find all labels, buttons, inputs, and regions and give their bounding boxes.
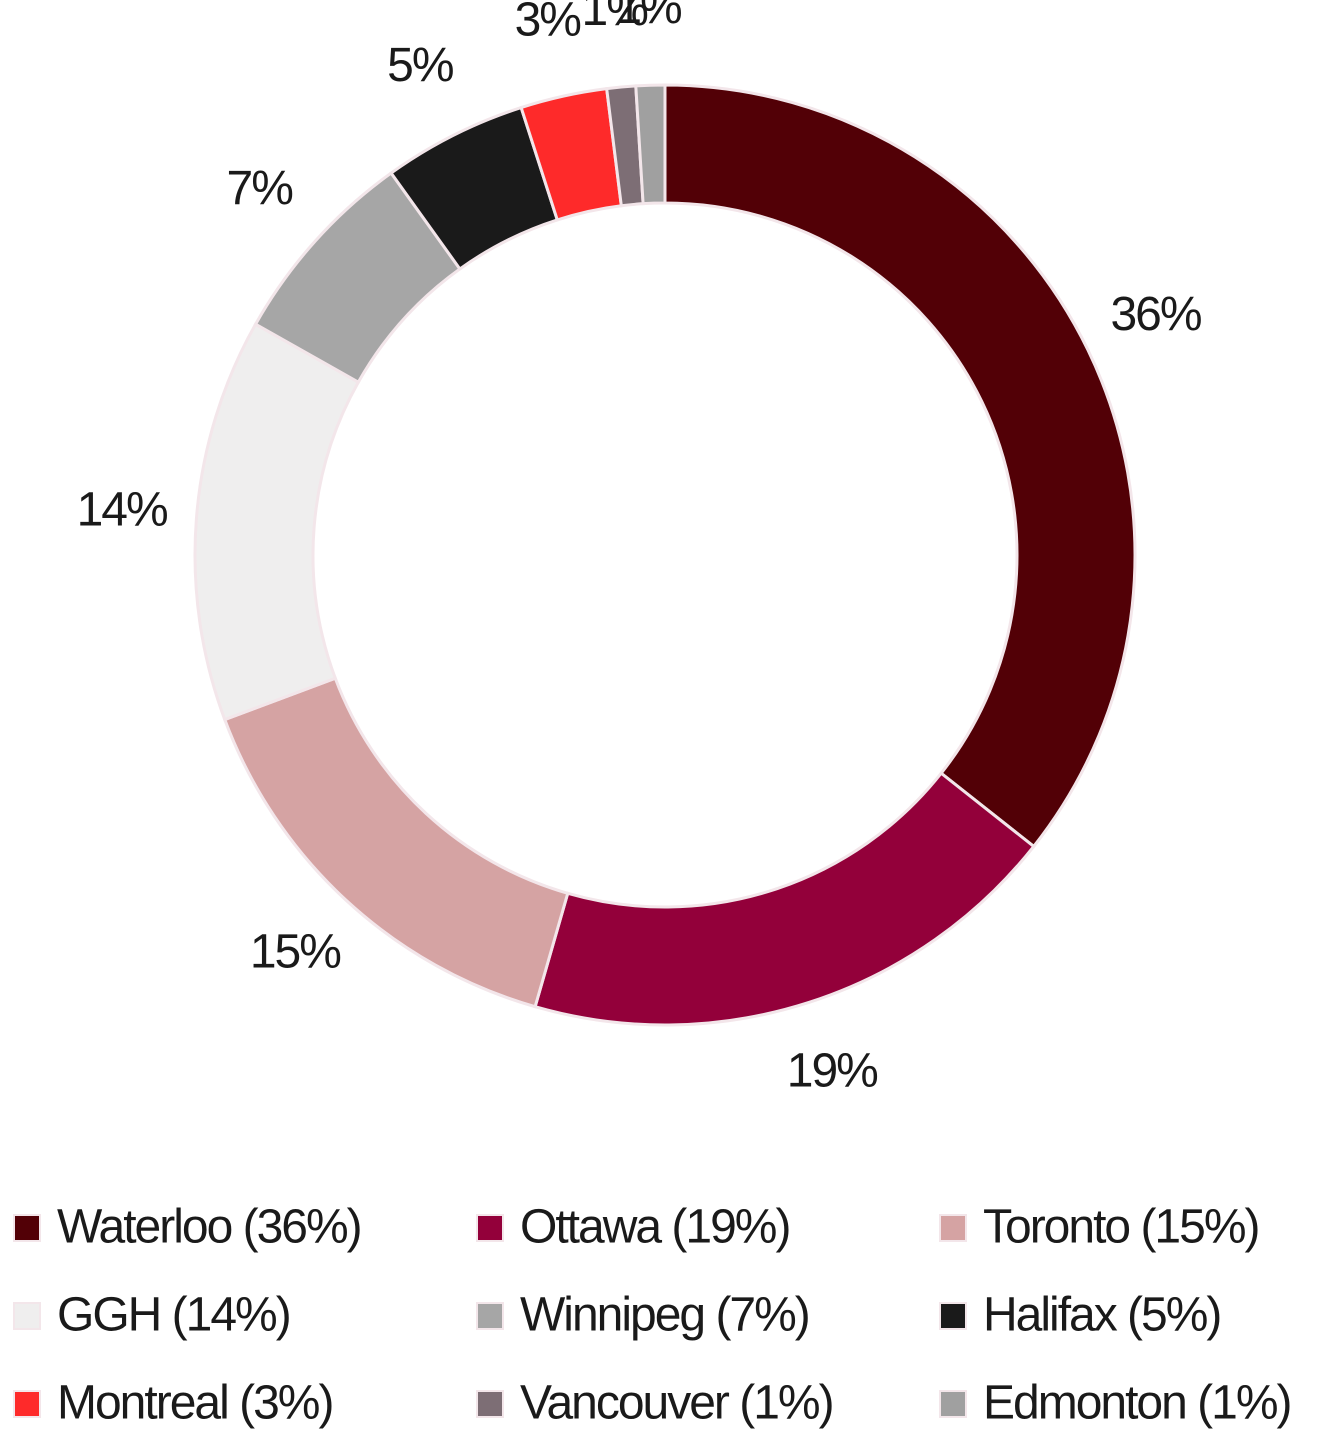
data-label: 3% xyxy=(515,0,581,47)
data-label: 15% xyxy=(250,926,340,979)
legend-label: Ottawa (19%) xyxy=(520,1201,789,1254)
data-label: 36% xyxy=(1110,288,1200,341)
legend-label: Montreal (3%) xyxy=(57,1377,332,1430)
donut-segment xyxy=(634,83,667,206)
data-label: 14% xyxy=(77,483,167,536)
data-label: 1% xyxy=(582,0,648,36)
donut-segment xyxy=(193,322,361,722)
donut-segment xyxy=(533,771,1036,1027)
legend-swatch xyxy=(13,1302,41,1330)
legend-swatch xyxy=(939,1302,967,1330)
legend-label: Halifax (5%) xyxy=(983,1289,1220,1342)
legend-label: GGH (14%) xyxy=(57,1289,290,1342)
legend-swatch xyxy=(939,1390,967,1418)
data-label: 19% xyxy=(787,1045,877,1098)
legend-label: Edmonton (1%) xyxy=(983,1377,1291,1430)
legend-swatch xyxy=(939,1214,967,1242)
legend-label: Toronto (15%) xyxy=(983,1201,1258,1254)
data-label: 1% xyxy=(615,0,681,34)
legend-label: Waterloo (36%) xyxy=(57,1201,361,1254)
legend-label: Vancouver (1%) xyxy=(520,1377,833,1430)
legend-swatch xyxy=(476,1302,504,1330)
legend-swatch xyxy=(476,1214,504,1242)
data-label: 5% xyxy=(387,39,453,92)
legend-swatch xyxy=(476,1390,504,1418)
data-label: 7% xyxy=(227,162,293,215)
legend-swatch xyxy=(13,1214,41,1242)
legend-label: Winnipeg (7%) xyxy=(520,1289,809,1342)
donut-segment xyxy=(663,83,1137,849)
legend-swatch xyxy=(13,1390,41,1418)
